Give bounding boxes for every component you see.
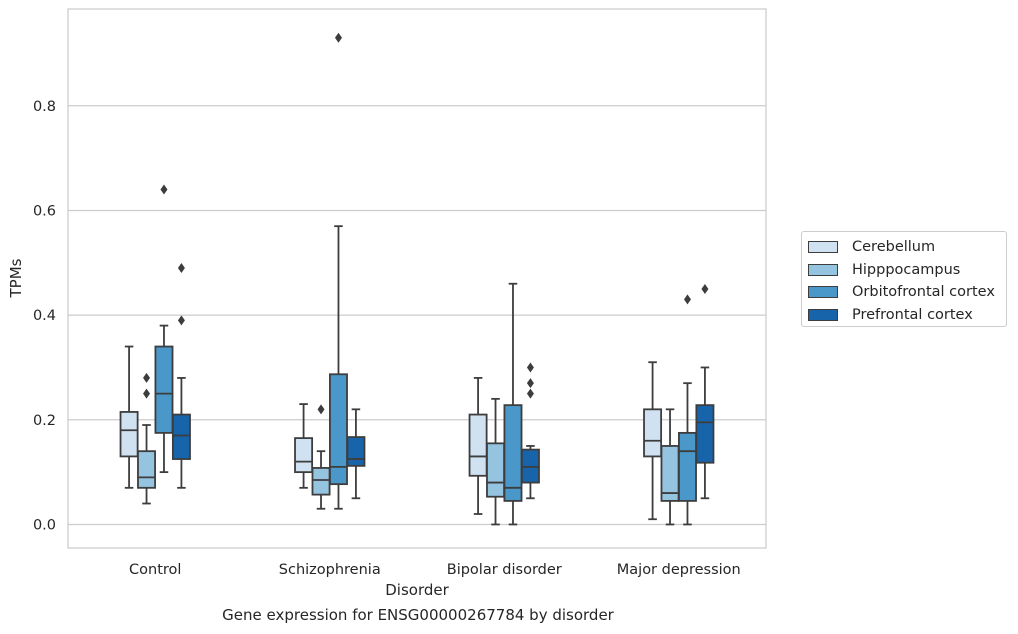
figure-caption: Gene expression for ENSG00000267784 by d… xyxy=(222,606,614,624)
box-hipppocampus xyxy=(137,372,156,505)
y-tick-label: 0.8 xyxy=(33,99,56,115)
legend-item-cerebellum: Cerebellum xyxy=(808,236,1000,259)
box-prefrontal-cortex xyxy=(346,408,366,500)
outlier-point xyxy=(177,263,185,274)
box-iqr xyxy=(137,450,156,489)
box-cerebellum xyxy=(294,403,314,489)
outlier-point xyxy=(526,388,534,399)
box-hipppocampus xyxy=(660,408,680,526)
plot-frame xyxy=(67,8,767,549)
outlier-point xyxy=(526,362,534,373)
x-axis-label: Disorder xyxy=(385,581,449,599)
box-iqr xyxy=(503,404,523,502)
legend-label: Hipppocampus xyxy=(852,261,961,278)
box-hipppocampus xyxy=(486,397,505,526)
legend-swatch xyxy=(808,241,838,254)
legend-label: Orbitofrontal cortex xyxy=(852,284,995,301)
legend-label: Cerebellum xyxy=(852,239,936,256)
box-prefrontal-cortex xyxy=(171,263,191,489)
box-iqr xyxy=(468,413,488,477)
box-iqr xyxy=(695,404,715,464)
box-prefrontal-cortex xyxy=(695,283,715,500)
legend-item-hippocampus: Hipppocampus xyxy=(808,259,1000,282)
outlier-point xyxy=(143,372,151,383)
box-orbitofrontal-cortex xyxy=(503,282,523,526)
box-iqr xyxy=(346,436,366,467)
box-iqr xyxy=(294,437,314,474)
outlier-point xyxy=(526,378,534,389)
x-tick-label: Control xyxy=(129,562,181,578)
box-cerebellum xyxy=(643,361,663,521)
y-tick-labels: 0.0 0.2 0.4 0.6 0.8 xyxy=(33,99,56,534)
outlier-point xyxy=(177,315,185,326)
box-iqr xyxy=(311,467,331,496)
box-iqr xyxy=(119,411,139,458)
y-axis-label: TPMs xyxy=(7,258,25,298)
box-orbitofrontal-cortex xyxy=(678,294,697,526)
legend: Cerebellum Hipppocampus Orbitofrontal co… xyxy=(801,231,1007,327)
box-hipppocampus xyxy=(311,404,331,510)
legend-item-orbitofrontal-cortex: Orbitofrontal cortex xyxy=(808,281,1000,304)
box-cerebellum xyxy=(119,345,139,489)
box-prefrontal-cortex xyxy=(520,362,540,500)
y-tick-label: 0.2 xyxy=(33,413,56,429)
legend-swatch xyxy=(808,308,838,321)
x-tick-label: Bipolar disorder xyxy=(447,562,562,578)
outlier-point xyxy=(317,404,325,415)
outlier-point xyxy=(160,184,168,195)
y-tick-label: 0.6 xyxy=(33,203,56,219)
box-orbitofrontal-cortex xyxy=(154,184,174,474)
box-iqr xyxy=(329,373,348,486)
box-orbitofrontal-cortex xyxy=(329,32,348,510)
outlier-point xyxy=(143,388,151,399)
x-tick-label: Schizophrenia xyxy=(279,562,381,578)
box-iqr xyxy=(678,431,697,502)
x-tick-labels: Control Schizophrenia Bipolar disorder Majo… xyxy=(129,562,741,578)
outlier-point xyxy=(683,294,691,305)
outlier-point xyxy=(701,283,709,294)
box-iqr xyxy=(154,345,174,434)
box-cerebellum xyxy=(468,377,488,515)
outlier-point xyxy=(334,32,342,43)
box-groups xyxy=(119,32,715,526)
legend-item-prefrontal-cortex: Prefrontal cortex xyxy=(808,304,1000,327)
legend-swatch xyxy=(808,263,838,276)
legend-label: Prefrontal cortex xyxy=(852,306,973,323)
y-tick-label: 0.0 xyxy=(33,517,56,533)
legend-swatch xyxy=(808,286,838,299)
box-iqr xyxy=(643,408,663,458)
y-tick-label: 0.4 xyxy=(33,308,56,324)
box-iqr xyxy=(171,413,191,460)
x-tick-label: Major depression xyxy=(617,562,741,578)
box-iqr xyxy=(486,442,505,498)
